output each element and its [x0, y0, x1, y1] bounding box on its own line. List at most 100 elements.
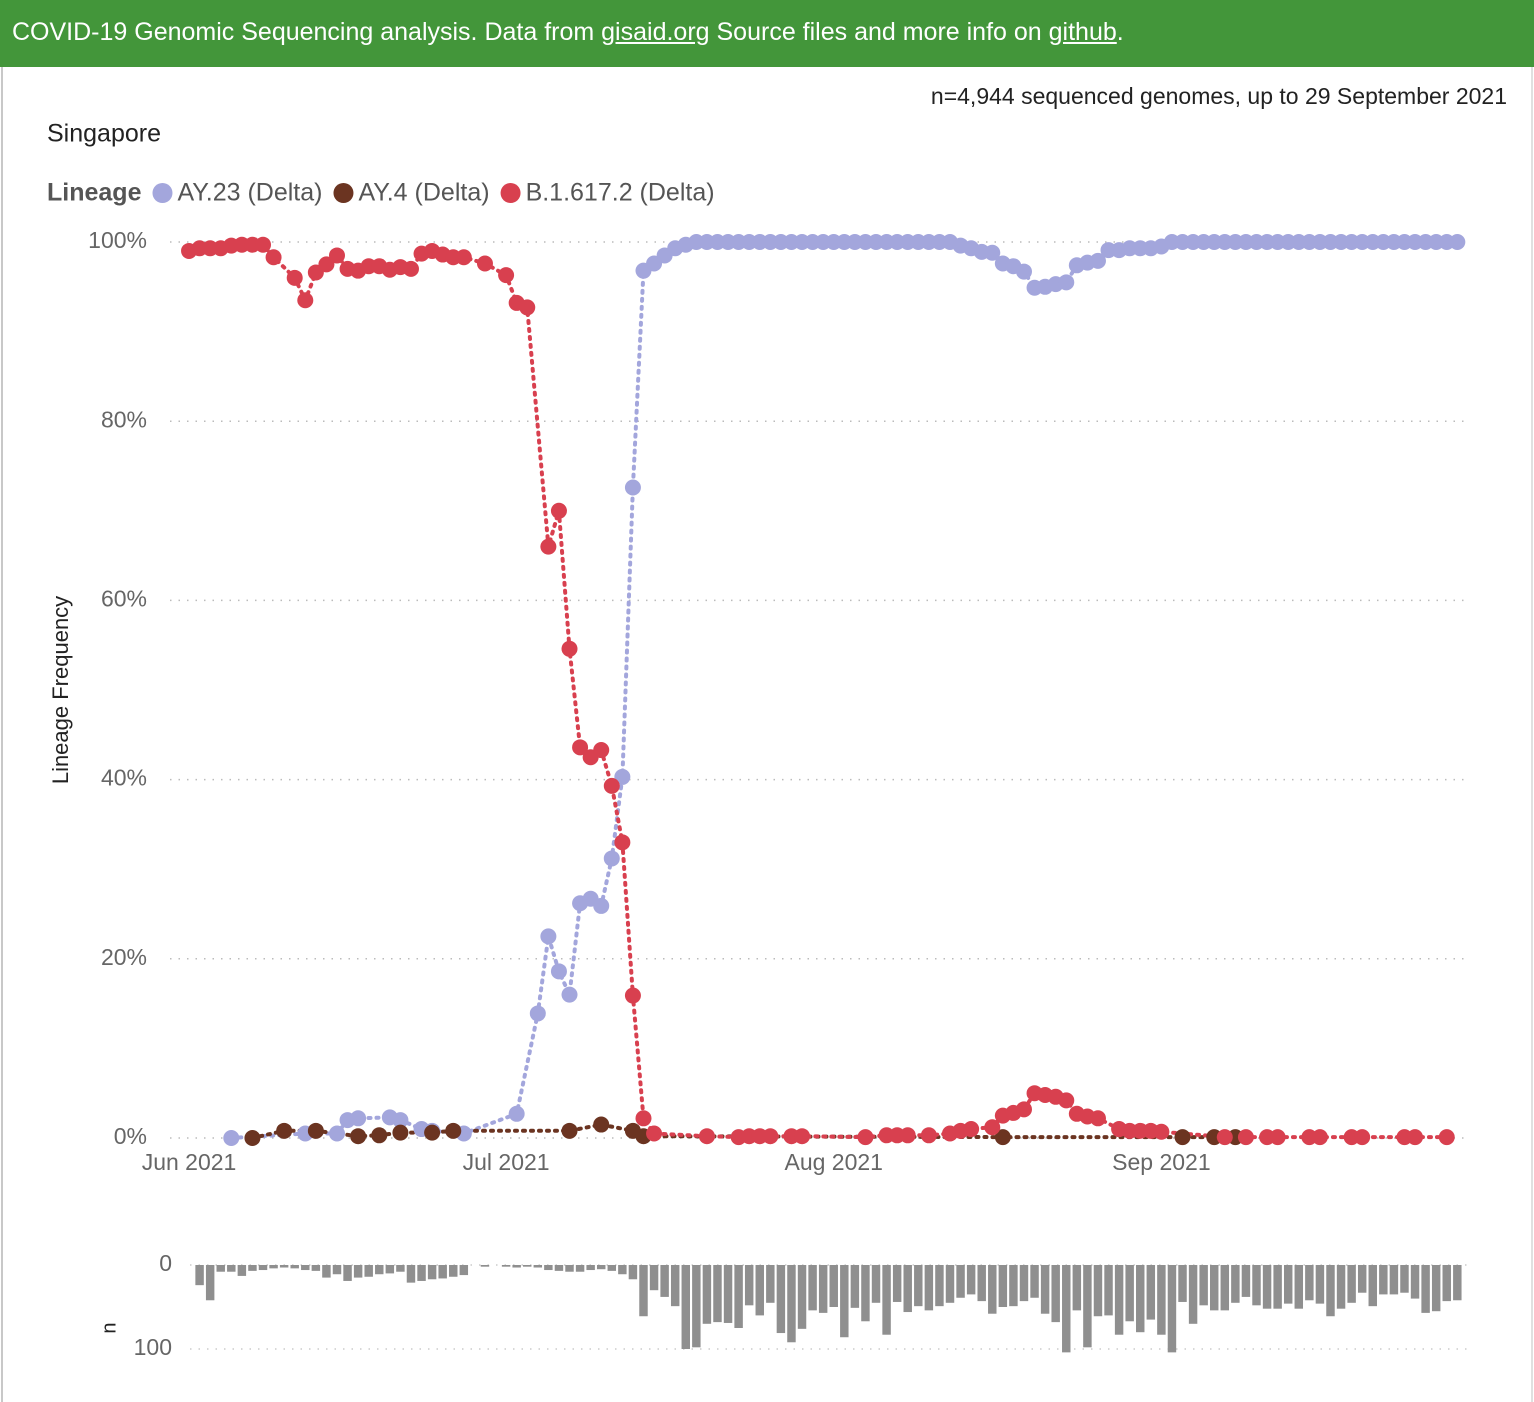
- data-point: [1015, 1101, 1032, 1118]
- data-point: [297, 292, 314, 309]
- data-point: [1354, 1129, 1371, 1146]
- data-point: [286, 269, 303, 286]
- data-point: [646, 1125, 663, 1142]
- bar: [618, 1265, 627, 1275]
- legend-title: Lineage: [47, 179, 142, 207]
- bar: [766, 1265, 775, 1303]
- bar: [438, 1265, 447, 1279]
- bar: [1294, 1265, 1304, 1309]
- data-point: [1269, 1129, 1286, 1146]
- bar: [1104, 1265, 1113, 1316]
- bar: [1093, 1265, 1103, 1317]
- bar: [205, 1265, 215, 1301]
- data-point: [698, 1128, 715, 1145]
- bar: [945, 1265, 955, 1303]
- bar: [1347, 1265, 1356, 1303]
- bar: [1114, 1265, 1124, 1335]
- data-point: [1438, 1129, 1455, 1146]
- header-bar: COVID-19 Genomic Sequencing analysis. Da…: [0, 0, 1534, 67]
- bar: [1178, 1265, 1187, 1302]
- bar: [797, 1265, 807, 1329]
- bar: [1136, 1265, 1145, 1333]
- data-point: [1058, 1092, 1075, 1109]
- bar: [1400, 1265, 1409, 1293]
- github-link[interactable]: github: [1048, 18, 1117, 46]
- y-tick-label: 100%: [88, 227, 147, 253]
- data-point: [1058, 274, 1075, 291]
- data-point: [1089, 252, 1106, 269]
- legend-label: AY.23 (Delta): [177, 179, 322, 207]
- bar: [649, 1265, 659, 1291]
- bar: [1210, 1265, 1219, 1311]
- bar: [501, 1265, 511, 1267]
- bar: [966, 1265, 976, 1295]
- bar: [332, 1265, 342, 1275]
- data-point: [328, 247, 345, 264]
- data-point: [963, 1121, 980, 1138]
- bar: [1326, 1265, 1335, 1317]
- bar: [829, 1265, 838, 1307]
- bar: [1040, 1265, 1050, 1314]
- data-point: [1216, 1129, 1233, 1146]
- data-point: [899, 1127, 916, 1144]
- data-point: [561, 640, 578, 657]
- data-point: [402, 260, 419, 277]
- bar: [269, 1265, 278, 1269]
- legend-label: B.1.617.2 (Delta): [526, 179, 715, 207]
- bar: [427, 1265, 437, 1280]
- bar: [914, 1265, 923, 1307]
- data-point: [392, 1112, 409, 1129]
- data-point: [529, 1005, 546, 1022]
- bar: [1315, 1265, 1325, 1304]
- bar: [311, 1265, 321, 1271]
- bar: [565, 1265, 574, 1272]
- bar: [1283, 1265, 1293, 1304]
- bar: [1167, 1265, 1177, 1353]
- data-point: [424, 1124, 441, 1141]
- data-point: [614, 834, 631, 851]
- bar: [892, 1265, 902, 1302]
- bar: [1273, 1265, 1282, 1309]
- bar: [1453, 1265, 1462, 1301]
- header-text: COVID-19 Genomic Sequencing analysis. Da…: [12, 18, 602, 46]
- legend-marker: [500, 183, 521, 203]
- bar: [1231, 1265, 1240, 1303]
- data-point: [445, 1122, 462, 1139]
- data-point: [635, 1110, 652, 1127]
- bar: [1146, 1265, 1156, 1320]
- bar: [1009, 1265, 1018, 1307]
- data-point: [307, 1122, 324, 1139]
- data-point: [603, 777, 620, 794]
- data-point: [1449, 234, 1466, 250]
- bar: [924, 1265, 934, 1311]
- bar: [248, 1265, 257, 1271]
- data-point: [540, 538, 557, 555]
- bar: [1241, 1265, 1251, 1297]
- gisaid-link[interactable]: gisaid.org: [601, 18, 710, 46]
- bar: [385, 1265, 395, 1274]
- y-tick-label: 60%: [101, 585, 147, 611]
- legend-label: AY.4 (Delta): [358, 179, 489, 207]
- bar: [353, 1265, 363, 1278]
- data-point: [318, 256, 335, 273]
- bar: [755, 1265, 764, 1316]
- chart-title: Singapore: [47, 120, 161, 148]
- data-point: [593, 897, 610, 914]
- bar: [639, 1265, 648, 1317]
- bar: [227, 1265, 236, 1272]
- bar: [977, 1265, 986, 1302]
- data-point: [550, 502, 567, 519]
- bar: [406, 1265, 416, 1283]
- data-point: [223, 1130, 240, 1146]
- data-point: [794, 1128, 811, 1145]
- data-point: [984, 1119, 1001, 1136]
- bar: [1262, 1265, 1272, 1309]
- bar: [396, 1265, 405, 1272]
- y-tick-label: 20%: [101, 944, 147, 970]
- data-point: [328, 1125, 345, 1142]
- bar: [459, 1265, 469, 1276]
- bar: [818, 1265, 828, 1313]
- bar: [850, 1265, 860, 1308]
